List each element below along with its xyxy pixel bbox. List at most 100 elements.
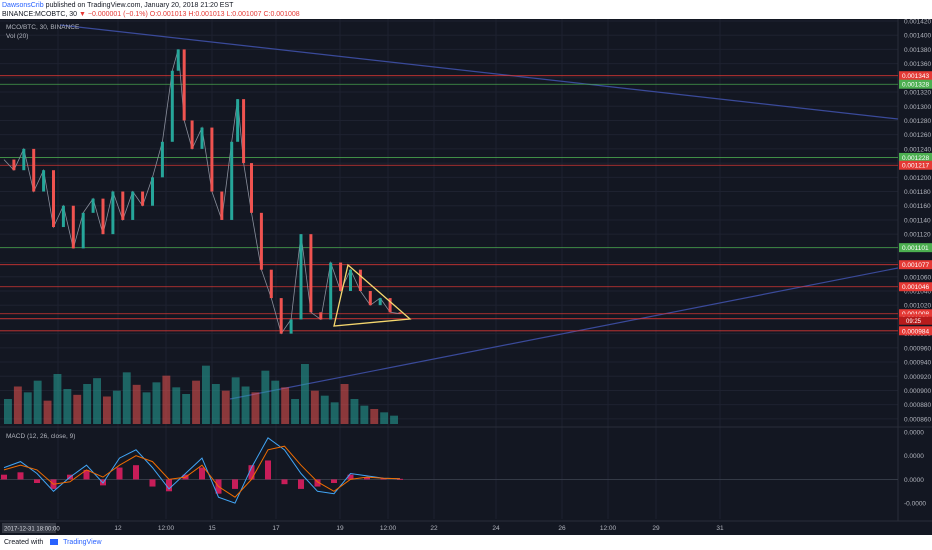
time-tick-label: 12:00	[600, 525, 617, 532]
crosshair-date-label: 2017-12-31 18:00:00	[4, 527, 60, 533]
price-candle	[309, 234, 313, 313]
level-price-tag	[899, 243, 932, 253]
level-price-tag	[899, 309, 932, 319]
volume-bar	[192, 380, 200, 424]
price-tick-label: 0.001240	[904, 146, 931, 153]
chart-canvas[interactable]: 0.0014200.0014000.0013800.0013600.001340…	[0, 19, 932, 535]
volume-bar	[23, 392, 32, 424]
volume-bar	[142, 392, 151, 424]
descending-trendline	[59, 24, 899, 120]
level-price-label: 0.001343	[902, 73, 929, 80]
price-candle	[101, 198, 105, 235]
price-candle	[176, 49, 180, 71]
volume-bar	[251, 392, 260, 424]
price-candle	[32, 148, 36, 192]
macd-histogram-bar	[248, 465, 255, 480]
price-candle	[22, 148, 26, 171]
volume-bar	[261, 370, 270, 424]
price-candle	[52, 170, 55, 228]
publish-header: DawsonsCrib published on TradingView.com…	[2, 1, 233, 10]
macd-histogram-bar	[83, 469, 90, 480]
macd-histogram-bar	[149, 479, 156, 487]
macd-series-line	[3, 445, 401, 498]
volume-bar	[291, 399, 299, 424]
level-price-label: 0.001328	[902, 82, 929, 89]
volume-bar	[211, 384, 220, 424]
price-candle	[170, 70, 174, 142]
level-price-label: 0.001046	[902, 284, 929, 291]
macd-histogram-bar	[397, 478, 403, 480]
price-candle	[61, 205, 65, 228]
price-candle	[349, 269, 352, 291]
price-candle	[378, 298, 382, 306]
volume-bar	[241, 386, 250, 424]
price-candle	[398, 312, 402, 314]
price-tick-label: 0.001180	[904, 189, 931, 196]
price-candle	[388, 298, 392, 313]
volume-bar	[73, 394, 82, 424]
level-price-label: 0.001217	[902, 163, 929, 170]
macd-histogram-bar	[199, 467, 205, 480]
volume-bar	[182, 394, 191, 424]
price-candle	[12, 159, 16, 171]
price-candle	[182, 49, 186, 121]
macd-histogram-bar	[133, 465, 139, 480]
macd-histogram-bar	[34, 479, 40, 483]
price-tick-label: 0.001160	[904, 203, 931, 210]
price-tick-label: 0.001380	[904, 47, 931, 54]
volume-bar	[320, 395, 329, 424]
price-tick-label: 0.000900	[904, 388, 931, 395]
volume-bar	[122, 372, 131, 424]
volume-bar	[360, 405, 369, 424]
price-tick-label: 0.000860	[904, 416, 931, 423]
footer: Created with TradingView	[0, 535, 932, 550]
macd-histogram-bar	[1, 474, 7, 480]
time-tick-label: 19	[336, 525, 344, 532]
price-candle	[111, 191, 115, 235]
price-tick-label: 0.001060	[904, 274, 931, 281]
volume-bar	[221, 390, 230, 424]
volume-bar	[281, 387, 290, 424]
level-price-tag	[899, 282, 932, 292]
level-price-label: 0.001077	[902, 262, 929, 269]
volume-bar	[4, 399, 12, 424]
macd-histogram-bar	[281, 479, 288, 485]
price-tick-label: 0.001300	[904, 104, 931, 111]
volume-bar	[83, 384, 92, 424]
time-tick-label: 12	[114, 525, 122, 532]
macd-histogram-bar	[166, 479, 172, 492]
price-tick-label: 0.001320	[904, 90, 931, 97]
price-candle	[269, 269, 273, 299]
volume-bar	[103, 396, 111, 424]
time-tick-label: 31	[716, 525, 724, 532]
countdown-tag	[899, 316, 932, 325]
price-tick-label: 0.001020	[904, 303, 931, 310]
price-candle	[289, 319, 293, 334]
volume-bar	[301, 364, 309, 424]
volume-bar	[93, 378, 101, 424]
price-candle	[319, 312, 323, 320]
tradingview-brand[interactable]: TradingView	[63, 539, 102, 546]
price-candle	[259, 212, 263, 270]
ascending-trendline	[229, 267, 899, 400]
author-link[interactable]: DawsonsCrib	[2, 2, 44, 9]
price-candle	[358, 269, 362, 291]
price-tick-label: 0.001040	[904, 289, 931, 296]
chart-panel[interactable]: 0.0014200.0014000.0013800.0013600.001340…	[0, 19, 932, 535]
macd-tick-label: 0.0000	[904, 430, 924, 437]
ohlc-text: O:0.001013 H:0.001013 L:0.001007 C:0.001…	[149, 11, 300, 18]
volume-bar	[330, 402, 339, 424]
price-tick-label: 0.001360	[904, 61, 931, 68]
volume-bar	[43, 400, 52, 424]
price-candle	[71, 205, 75, 249]
published-text: published on TradingView.com, January 20…	[45, 2, 234, 9]
volume-bar	[202, 365, 210, 424]
price-candle	[250, 163, 253, 213]
macd-histogram-bar	[347, 474, 354, 480]
macd-histogram-bar	[364, 477, 370, 480]
volume-bar	[172, 387, 181, 424]
macd-histogram-bar	[17, 472, 24, 480]
macd-series-line	[3, 437, 401, 504]
price-tick-label: 0.000940	[904, 360, 931, 367]
